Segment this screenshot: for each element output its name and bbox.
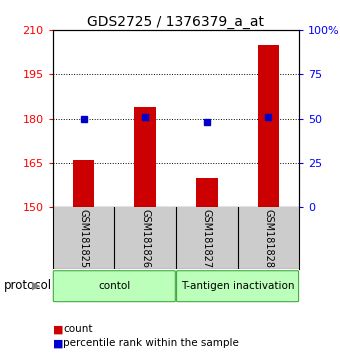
FancyBboxPatch shape <box>53 271 175 302</box>
Text: GSM181828: GSM181828 <box>264 209 273 268</box>
Text: contol: contol <box>98 281 131 291</box>
Text: ▶: ▶ <box>32 281 41 291</box>
Text: GSM181826: GSM181826 <box>140 209 150 268</box>
Text: ■: ■ <box>53 324 63 334</box>
Text: protocol: protocol <box>3 279 52 292</box>
Text: percentile rank within the sample: percentile rank within the sample <box>63 338 239 348</box>
Text: GSM181827: GSM181827 <box>202 209 212 268</box>
Bar <box>134 107 156 207</box>
Text: T-antigen inactivation: T-antigen inactivation <box>181 281 294 291</box>
FancyBboxPatch shape <box>176 271 299 302</box>
Bar <box>258 45 279 207</box>
Title: GDS2725 / 1376379_a_at: GDS2725 / 1376379_a_at <box>87 15 265 29</box>
Text: ■: ■ <box>53 338 63 348</box>
Bar <box>196 178 218 207</box>
Bar <box>73 160 94 207</box>
Text: count: count <box>63 324 92 334</box>
Text: GSM181825: GSM181825 <box>79 209 88 268</box>
